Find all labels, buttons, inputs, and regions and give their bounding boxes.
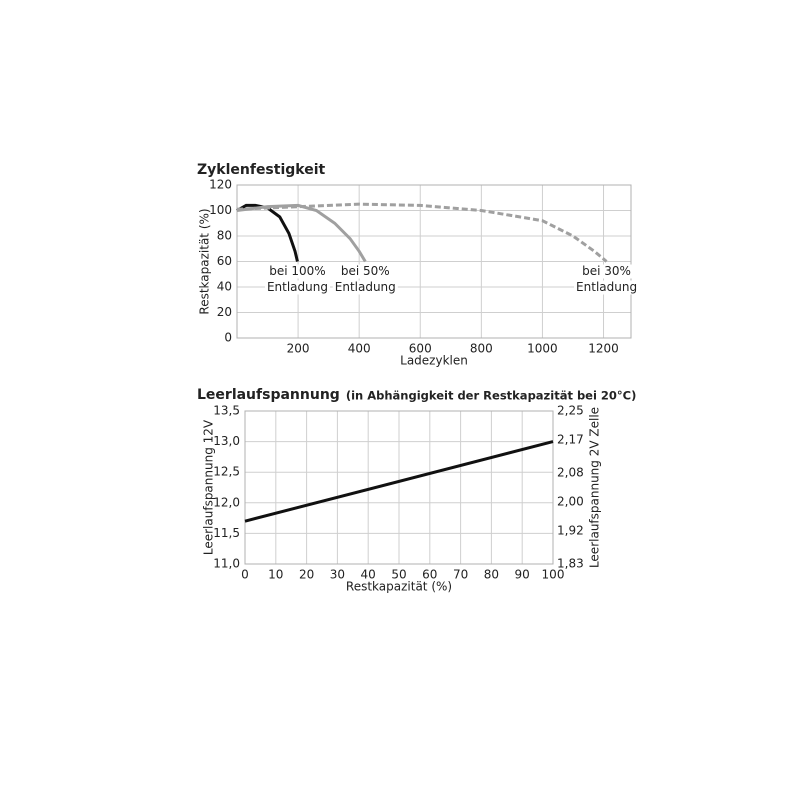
x-tick-label: 200 xyxy=(287,342,310,356)
annotation: Entladung xyxy=(576,280,637,294)
y-tick-label: 0 xyxy=(224,331,232,345)
y2-tick-label: 2,17 xyxy=(557,433,584,447)
x-axis-label: Ladezyklen xyxy=(400,354,468,368)
series-line xyxy=(244,440,554,523)
x-tick-label: 100 xyxy=(542,568,565,582)
y-tick-label: 80 xyxy=(217,229,232,243)
annotation-bg xyxy=(580,264,633,279)
y2-tick-label: 1,83 xyxy=(557,557,584,571)
annotation: bei 30% xyxy=(582,264,631,278)
y-axis-label: Restkapazität (%) xyxy=(198,208,212,314)
x-axis-label: Restkapazität (%) xyxy=(346,580,452,594)
y2-tick-label: 2,25 xyxy=(557,404,584,418)
y-axis-label: Leerlaufspannung 12V xyxy=(202,419,216,555)
y2-tick-label: 1,92 xyxy=(557,524,584,538)
annotation-bg xyxy=(267,264,328,279)
x-tick-label: 600 xyxy=(409,342,432,356)
x-tick-label: 20 xyxy=(299,568,314,582)
x-tick-label: 1200 xyxy=(588,342,619,356)
chart-title: Zyklenfestigkeit xyxy=(197,162,326,178)
annotation-bg xyxy=(264,280,330,295)
y-tick-label: 12,5 xyxy=(213,465,240,479)
annotation-bg xyxy=(332,280,398,295)
annotation-bg xyxy=(338,264,392,279)
y-tick-label: 12,0 xyxy=(213,495,240,509)
x-tick-label: 0 xyxy=(241,568,249,582)
plot-border xyxy=(244,410,554,565)
annotation: bei 100% xyxy=(269,264,325,278)
series-line xyxy=(236,202,608,263)
y2-tick-label: 2,00 xyxy=(557,495,584,509)
x-tick-label: 10 xyxy=(268,568,283,582)
x-tick-label: 80 xyxy=(484,568,499,582)
y-tick-label: 120 xyxy=(209,178,232,192)
x-tick-label: 60 xyxy=(422,568,437,582)
annotation-bg xyxy=(574,280,640,295)
annotation: Entladung xyxy=(335,280,396,294)
series-line xyxy=(236,203,299,262)
y-tick-label: 40 xyxy=(217,280,232,294)
chart-subtitle: (in Abhängigkeit der Restkapazität bei 2… xyxy=(346,389,637,403)
annotation: Entladung xyxy=(267,280,328,294)
x-tick-label: 70 xyxy=(453,568,468,582)
x-tick-label: 800 xyxy=(470,342,493,356)
x-tick-label: 1000 xyxy=(527,342,558,356)
y-tick-label: 20 xyxy=(217,305,232,319)
y-tick-label: 100 xyxy=(209,203,232,217)
x-tick-label: 40 xyxy=(361,568,376,582)
x-tick-label: 90 xyxy=(515,568,530,582)
y-tick-label: 11,0 xyxy=(213,557,240,571)
y2-axis-label: Leerlaufspannung 2V Zelle xyxy=(588,407,602,568)
x-tick-label: 30 xyxy=(330,568,345,582)
y-tick-label: 13,0 xyxy=(213,434,240,448)
y-tick-label: 13,5 xyxy=(213,404,240,418)
x-tick-label: 50 xyxy=(391,568,406,582)
y-tick-label: 60 xyxy=(217,254,232,268)
series-line xyxy=(236,203,367,263)
chart-title: Leerlaufspannung xyxy=(197,387,340,403)
y2-tick-label: 2,08 xyxy=(557,465,584,479)
y-tick-label: 11,5 xyxy=(213,526,240,540)
x-tick-label: 400 xyxy=(348,342,371,356)
plot-border xyxy=(236,184,632,339)
annotation: bei 50% xyxy=(341,264,390,278)
